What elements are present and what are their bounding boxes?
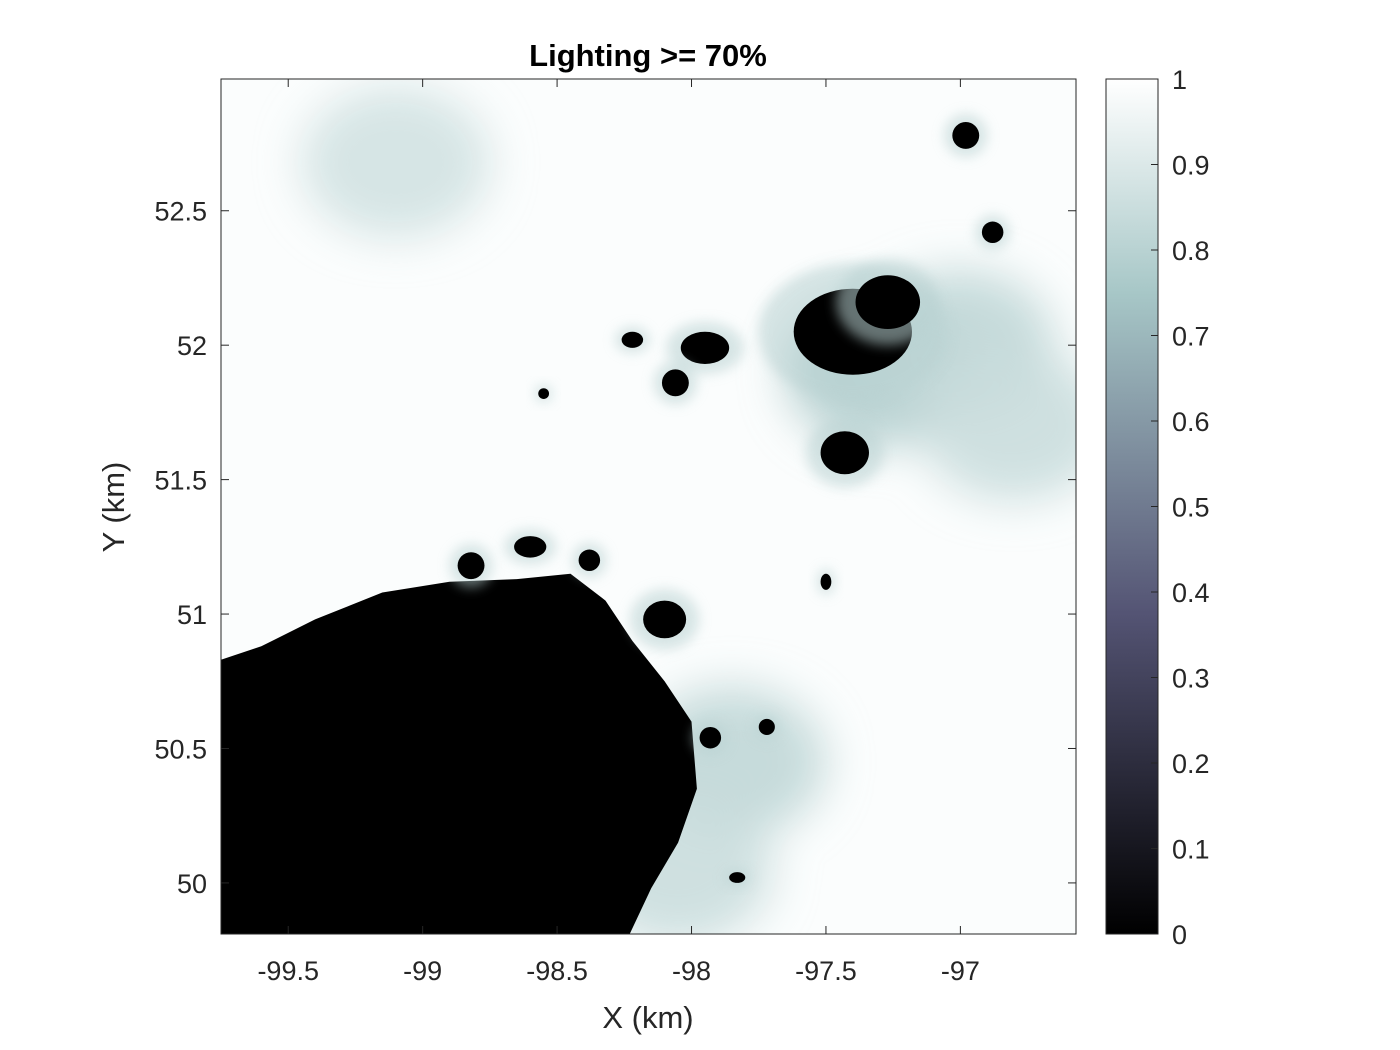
shadow-region xyxy=(221,573,697,934)
colorbar-tick-label-6: 0.6 xyxy=(1172,407,1210,437)
plot-area xyxy=(221,79,1076,934)
colorbar-ticks: 0 0.1 0.2 0.3 0.4 0.5 0.6 0.7 0.8 0.9 1 xyxy=(1151,65,1210,950)
field-patch-3 xyxy=(920,350,1076,502)
shadow-spot-13 xyxy=(699,726,722,749)
x-axis-label: X (km) xyxy=(602,1000,693,1035)
shadow-spot-12 xyxy=(538,388,550,399)
shadow-spot-4 xyxy=(820,431,869,475)
shadow-spot-16 xyxy=(729,872,746,883)
colorbar-tick-label-2: 0.2 xyxy=(1172,749,1210,779)
y-tick-label-4: 52 xyxy=(177,331,207,361)
shadow-spot-10 xyxy=(578,549,601,572)
x-tick-label-4: -97.5 xyxy=(795,956,857,986)
x-tick-label-1: -99 xyxy=(403,956,442,986)
x-tick-label-2: -98.5 xyxy=(526,956,588,986)
colorbar-tick-label-4: 0.4 xyxy=(1172,578,1210,608)
colorbar-tick-label-7: 0.7 xyxy=(1172,322,1210,352)
y-tick-label-0: 50 xyxy=(177,869,207,899)
field-patch-0 xyxy=(301,87,490,238)
x-tick-label-5: -97 xyxy=(941,956,980,986)
heatmap-shadow-spots xyxy=(449,113,1010,887)
colorbar-tick-label-9: 0.9 xyxy=(1172,151,1210,181)
colorbar-gradient xyxy=(1105,78,1159,935)
y-axis: 50 50.5 51 51.5 52 52.5 xyxy=(154,197,1076,899)
shadow-spot-8 xyxy=(457,552,485,580)
y-axis-label: Y (km) xyxy=(96,462,131,553)
shadow-spot-11 xyxy=(621,331,644,348)
shadow-spot-15 xyxy=(820,573,832,590)
heatmap-shadow-region xyxy=(221,573,697,934)
colorbar-tick-label-8: 0.8 xyxy=(1172,236,1210,266)
x-tick-label-0: -99.5 xyxy=(257,956,319,986)
shadow-spot-5 xyxy=(952,122,980,149)
colorbar-tick-label-0: 0 xyxy=(1172,920,1187,950)
shadow-spot-14 xyxy=(758,718,775,736)
shadow-spot-7 xyxy=(643,600,687,639)
shadow-spot-2 xyxy=(680,331,730,364)
colorbar-tick-label-3: 0.3 xyxy=(1172,664,1210,694)
shadow-spot-3 xyxy=(661,369,689,397)
colorbar-tick-label-10: 1 xyxy=(1172,65,1187,95)
y-tick-label-2: 51 xyxy=(177,600,207,630)
shadow-spot-9 xyxy=(514,536,547,558)
colorbar-tick-label-1: 0.1 xyxy=(1172,835,1210,865)
y-tick-label-5: 52.5 xyxy=(154,197,207,227)
x-axis: -99.5 -99 -98.5 -98 -97.5 -97 xyxy=(257,79,980,986)
colorbar: 0 0.1 0.2 0.3 0.4 0.5 0.6 0.7 0.8 0.9 1 xyxy=(1105,65,1210,950)
x-tick-label-3: -98 xyxy=(672,956,711,986)
colorbar-tick-label-5: 0.5 xyxy=(1172,493,1210,523)
shadow-spot-1 xyxy=(855,275,921,330)
y-tick-label-3: 51.5 xyxy=(154,466,207,496)
chart-title: Lighting >= 70% xyxy=(529,38,767,73)
shadow-spot-6 xyxy=(981,221,1004,244)
y-tick-label-1: 50.5 xyxy=(154,734,207,764)
plot-frame xyxy=(220,78,1077,935)
